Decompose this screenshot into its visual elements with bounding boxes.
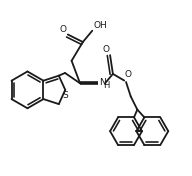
- Text: N: N: [99, 78, 106, 87]
- Text: S: S: [63, 91, 68, 100]
- Text: O: O: [102, 45, 109, 54]
- Text: O: O: [125, 70, 132, 79]
- Text: OH: OH: [93, 21, 107, 30]
- Text: O: O: [60, 24, 67, 34]
- Text: H: H: [103, 81, 110, 90]
